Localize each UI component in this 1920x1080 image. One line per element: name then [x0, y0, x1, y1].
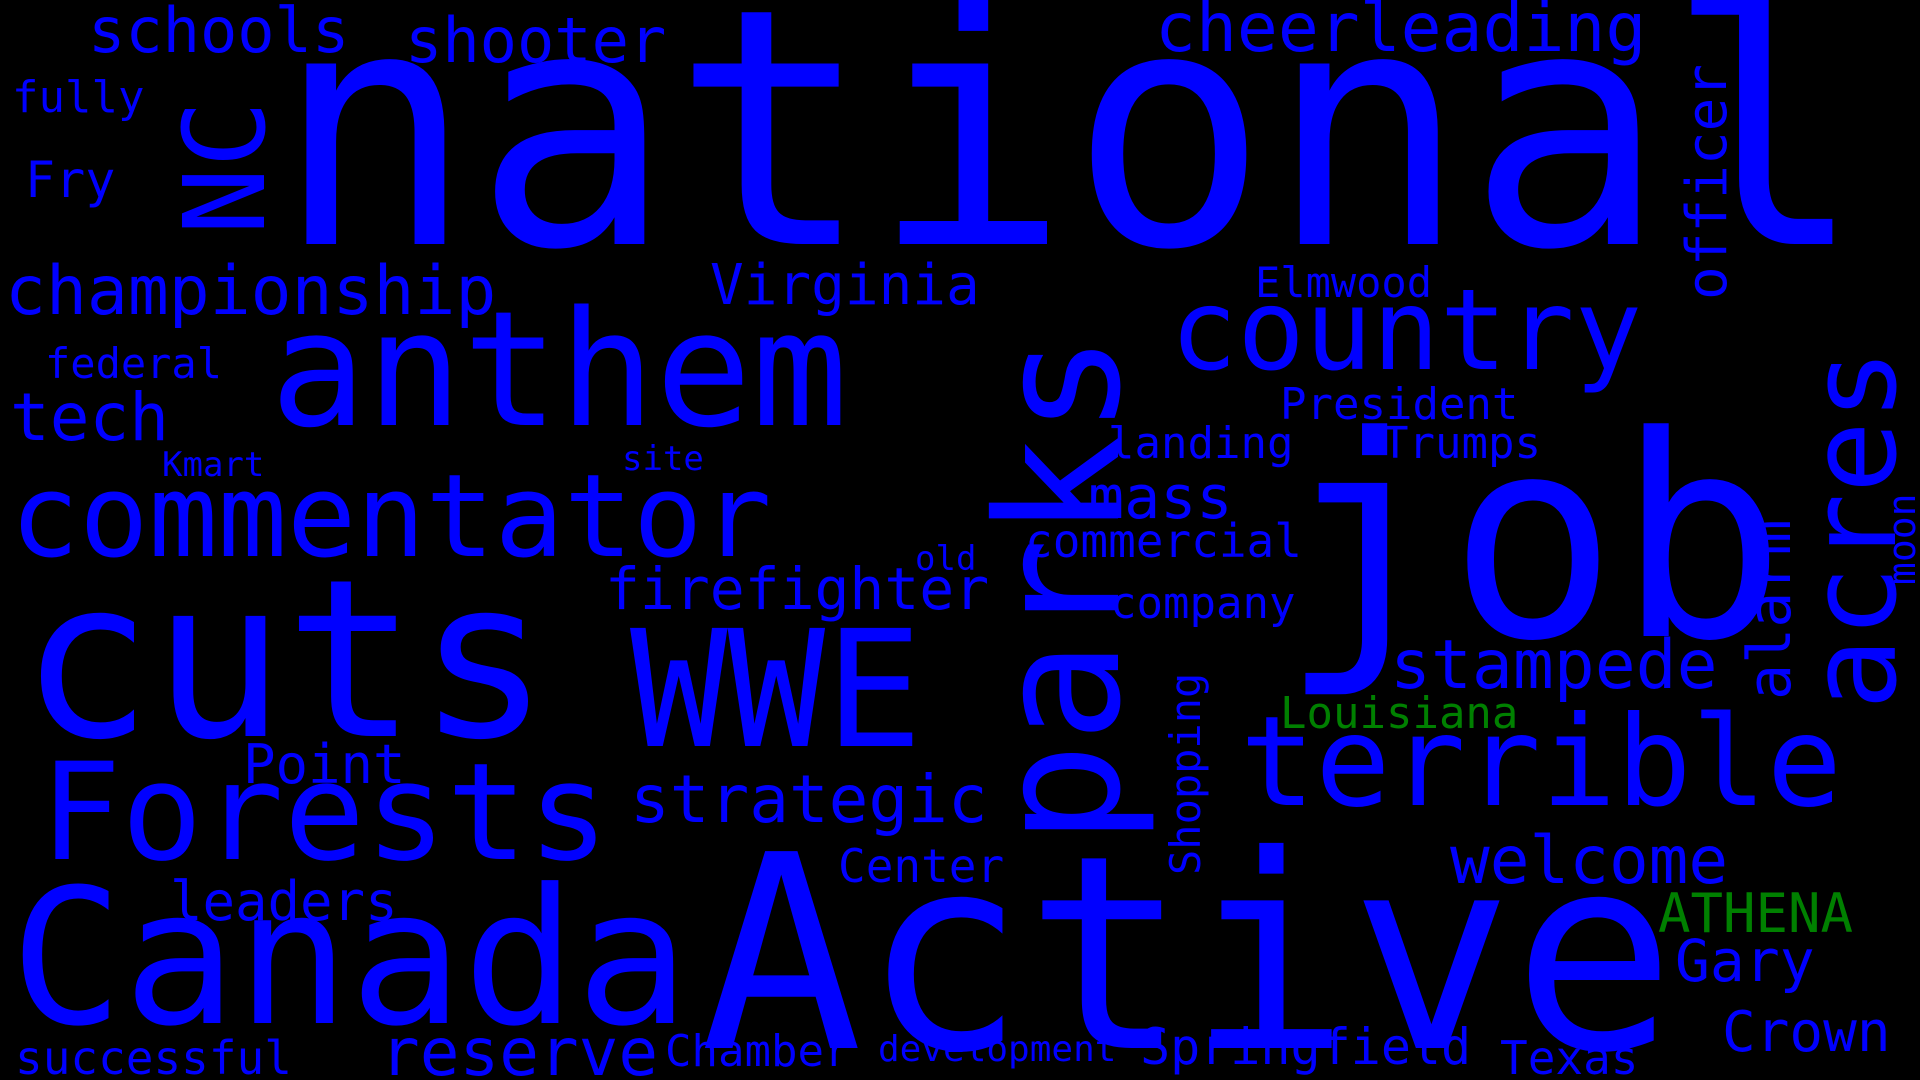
word-cuts: cuts	[20, 532, 550, 788]
word-shopping: Shopping	[1161, 672, 1210, 875]
word-old: old	[915, 539, 977, 579]
word-leaders: leaders	[170, 870, 398, 933]
word-company: company	[1110, 578, 1296, 629]
word-active: Active	[700, 797, 1676, 1080]
word-forests: Forests	[40, 734, 609, 891]
word-championship: championship	[5, 252, 497, 331]
word-commentator: commentator	[10, 450, 772, 584]
word-firefighter: firefighter	[605, 555, 990, 623]
word-athena: ATHENA	[1658, 882, 1854, 945]
word-gary: Gary	[1675, 927, 1815, 995]
word-stampede: stampede	[1390, 626, 1718, 705]
word-anthem: anthem	[270, 276, 848, 463]
word-job: job	[1280, 377, 1786, 703]
word-point: Point	[243, 733, 406, 796]
word-welcome: welcome	[1450, 822, 1729, 899]
word-moon: moon	[1880, 493, 1920, 585]
word-officer: officer	[1675, 63, 1740, 300]
word-fry: Fry	[25, 151, 116, 209]
word-national: national	[275, 0, 1865, 322]
word-reserve: reserve	[380, 1014, 659, 1080]
word-president: President	[1280, 379, 1519, 430]
word-shooter: shooter	[405, 4, 667, 77]
word-chamber: Chamber	[665, 1026, 851, 1077]
word-site: site	[622, 439, 704, 479]
word-canada: Canada	[10, 849, 690, 1068]
word-tech: tech	[10, 379, 169, 456]
word-trumps: Trumps	[1382, 418, 1541, 469]
word-country: country	[1170, 266, 1643, 396]
word-wwe: WWE	[630, 597, 923, 785]
word-crown: Crown	[1722, 1000, 1891, 1065]
word-kmart: Kmart	[162, 445, 265, 485]
word-landing: landing	[1108, 418, 1294, 469]
word-successful: successful	[15, 1031, 292, 1080]
word-fully: fully	[12, 72, 145, 123]
word-development: development	[878, 1029, 1117, 1070]
word-schools: schools	[88, 0, 350, 67]
word-elmwood: Elmwood	[1255, 258, 1433, 307]
word-cheerleading: cheerleading	[1155, 0, 1647, 68]
word-texas: Texas	[1500, 1031, 1639, 1080]
word-alarm: alarm	[1735, 519, 1805, 700]
word-springfield: Springfield	[1140, 1018, 1472, 1076]
word-nc: NC	[161, 100, 291, 235]
word-center: Center	[838, 839, 1005, 893]
word-louisiana: Louisiana	[1280, 688, 1519, 739]
word-mass: mass	[1088, 463, 1233, 533]
word-virginia: Virginia	[710, 253, 980, 318]
word-terrible: terrible	[1240, 690, 1843, 835]
word-commercial: commercial	[1025, 514, 1302, 568]
word-strategic: strategic	[630, 761, 988, 838]
word-federal: federal	[45, 339, 223, 388]
